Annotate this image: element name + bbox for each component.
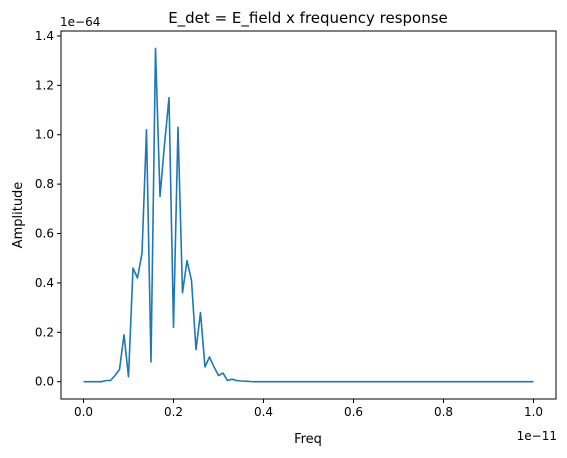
x-tick-label: 0.4: [254, 405, 273, 419]
y-tick-label: 0.6: [35, 227, 54, 241]
y-tick-label: 0.4: [35, 276, 54, 290]
x-tick-label: 0.6: [344, 405, 363, 419]
y-tick-label: 0.0: [35, 375, 54, 389]
y-axis-ticks: 0.0 0.2 0.4 0.6 0.8 1.0 1.2 1.4: [35, 29, 61, 389]
series-line: [83, 47, 534, 383]
y-tick-label: 1.2: [35, 78, 54, 92]
chart-title: E_det = E_field x frequency response: [168, 9, 448, 28]
x-tick-label: 1.0: [524, 405, 543, 419]
x-tick-label: 0.2: [164, 405, 183, 419]
axes-frame: [60, 30, 557, 400]
y-tick-label: 1.4: [35, 29, 54, 43]
y-tick-label: 0.8: [35, 177, 54, 191]
y-axis-offset-label: 1e−64: [60, 15, 100, 29]
x-tick-label: 0.0: [74, 405, 93, 419]
x-axis-ticks: 0.0 0.2 0.4 0.6 0.8 1.0: [74, 399, 543, 419]
y-tick-label: 1.0: [35, 128, 54, 142]
x-tick-label: 0.8: [434, 405, 453, 419]
y-axis-label: Amplitude: [11, 182, 26, 249]
y-tick-label: 0.2: [35, 325, 54, 339]
x-axis-offset-label: 1e−11: [517, 429, 557, 443]
x-axis-label: Freq: [294, 432, 322, 447]
plot-lines: [83, 47, 534, 383]
